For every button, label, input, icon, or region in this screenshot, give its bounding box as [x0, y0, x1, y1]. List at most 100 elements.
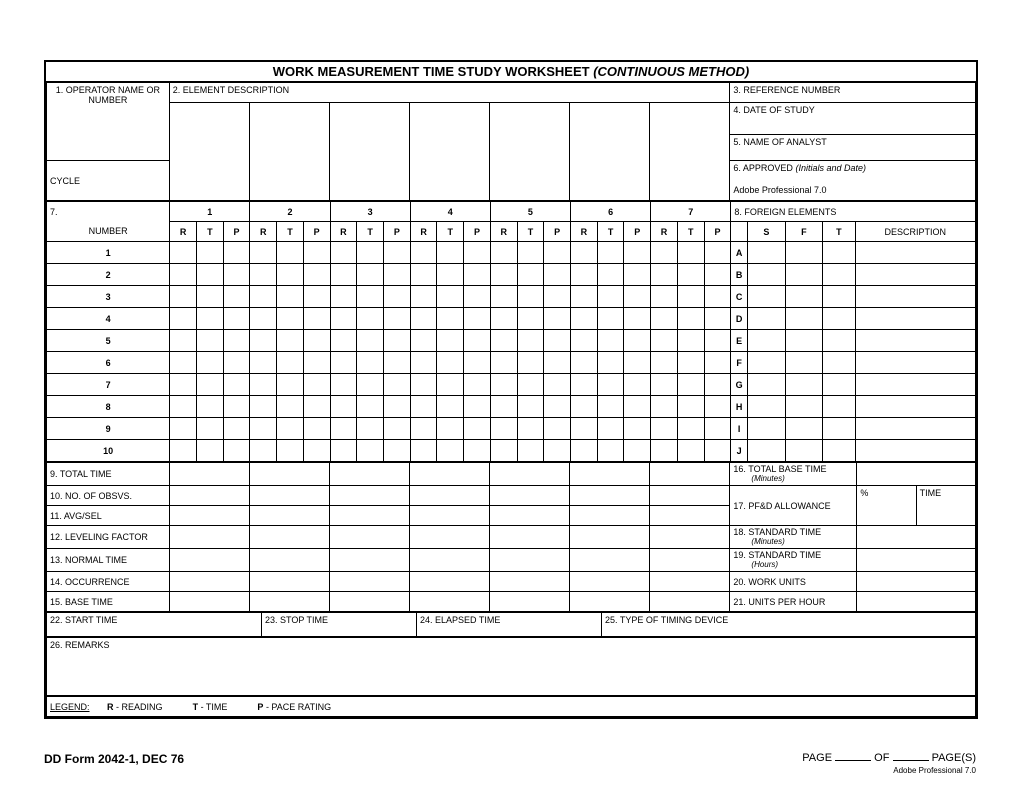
cell	[277, 330, 304, 352]
legend-row: LEGEND: R - READING T - TIME P - PACE RA…	[46, 696, 976, 717]
cell	[571, 374, 598, 396]
cell	[624, 418, 651, 440]
cell	[223, 418, 250, 440]
foreign-cell	[748, 308, 786, 330]
cell	[571, 330, 598, 352]
foreign-blank	[731, 222, 748, 242]
cell	[571, 418, 598, 440]
cell	[357, 396, 384, 418]
remarks-block: 26. REMARKS	[46, 637, 976, 696]
cell	[490, 396, 517, 418]
foreign-cell	[855, 374, 975, 396]
cell	[651, 308, 678, 330]
cell	[383, 374, 410, 396]
rtp-p4: P	[464, 222, 491, 242]
row-9-total: 9. TOTAL TIME	[47, 463, 170, 486]
cell	[597, 330, 624, 352]
cell	[704, 308, 731, 330]
cell	[464, 242, 491, 264]
foreign-cell	[823, 440, 855, 462]
foreign-cell	[748, 440, 786, 462]
rtp-r2: R	[250, 222, 277, 242]
foreign-cell	[748, 352, 786, 374]
cell	[597, 242, 624, 264]
cell	[624, 374, 651, 396]
cell	[624, 308, 651, 330]
col-2: 2	[250, 202, 330, 222]
cell	[517, 418, 544, 440]
cell	[437, 286, 464, 308]
cell	[490, 374, 517, 396]
cell	[410, 330, 437, 352]
foreign-cell	[748, 418, 786, 440]
cell	[490, 242, 517, 264]
cell	[571, 308, 598, 330]
cell	[490, 308, 517, 330]
cell	[357, 242, 384, 264]
col-7: 7	[651, 202, 731, 222]
cell	[704, 352, 731, 374]
foreign-cell	[785, 396, 823, 418]
cell	[196, 352, 223, 374]
foreign-cell	[855, 418, 975, 440]
row-num-10: 10	[47, 440, 170, 462]
legend-t-txt: - TIME	[198, 702, 227, 712]
cell	[490, 352, 517, 374]
timing-row: 22. START TIME 23. STOP TIME 24. ELAPSED…	[46, 612, 976, 637]
row-num-4: 4	[47, 308, 170, 330]
cell	[170, 242, 197, 264]
foreign-cell	[785, 264, 823, 286]
element-col-4	[410, 103, 490, 201]
cell	[490, 264, 517, 286]
row-num-9: 9	[47, 418, 170, 440]
cell	[571, 396, 598, 418]
cell	[330, 242, 357, 264]
foreign-cell	[785, 308, 823, 330]
cell	[330, 308, 357, 330]
cell	[464, 440, 491, 462]
cell	[464, 286, 491, 308]
cell	[196, 374, 223, 396]
row-17-time: TIME	[916, 486, 975, 526]
legend: LEGEND: R - READING T - TIME P - PACE RA…	[47, 697, 976, 717]
cell	[490, 286, 517, 308]
row-18: 18. STANDARD TIME (Minutes)	[730, 526, 857, 549]
field-6-hint: (Initials and Date)	[795, 163, 866, 173]
cell	[330, 330, 357, 352]
field-5-label: 5. NAME OF ANALYST	[730, 135, 976, 161]
cell	[196, 440, 223, 462]
foreign-cell	[823, 374, 855, 396]
cell	[517, 264, 544, 286]
foreign-cell	[785, 374, 823, 396]
cell	[624, 352, 651, 374]
cell	[357, 330, 384, 352]
cell	[410, 286, 437, 308]
cell	[437, 440, 464, 462]
cell	[464, 396, 491, 418]
cell	[170, 418, 197, 440]
row-letter-A: A	[731, 242, 748, 264]
cell	[196, 286, 223, 308]
cell	[170, 374, 197, 396]
foreign-f: F	[785, 222, 823, 242]
cell	[250, 440, 277, 462]
foreign-cell	[823, 396, 855, 418]
foreign-cell	[823, 330, 855, 352]
cell	[330, 374, 357, 396]
cell	[383, 396, 410, 418]
row-17: 17. PF&D ALLOWANCE	[730, 486, 857, 526]
cell	[303, 286, 330, 308]
title-main: WORK MEASUREMENT TIME STUDY WORKSHEET	[273, 64, 590, 79]
cell	[437, 352, 464, 374]
cell	[170, 308, 197, 330]
cell	[223, 264, 250, 286]
cell	[357, 418, 384, 440]
rtp-p2: P	[303, 222, 330, 242]
rtp-t1: T	[196, 222, 223, 242]
cell	[437, 396, 464, 418]
foreign-cell	[785, 242, 823, 264]
field-6-text: 6. APPROVED	[733, 163, 793, 173]
cell	[330, 352, 357, 374]
cell	[464, 374, 491, 396]
cell	[277, 286, 304, 308]
